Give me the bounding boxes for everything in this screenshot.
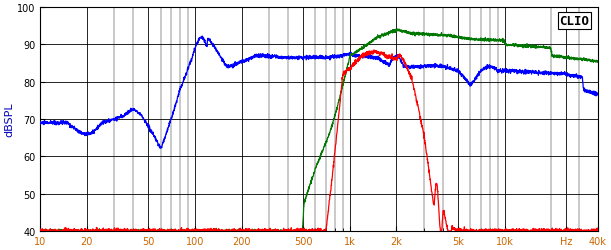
Text: CLIO: CLIO: [560, 15, 590, 28]
Y-axis label: dBSPL: dBSPL: [4, 102, 14, 137]
